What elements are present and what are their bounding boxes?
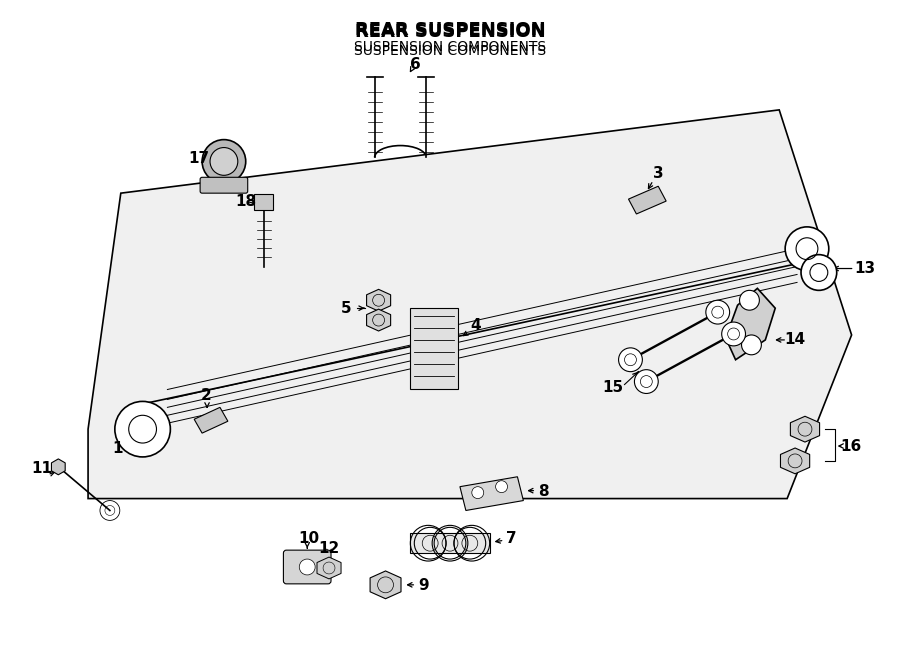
Polygon shape bbox=[366, 309, 391, 331]
Text: 3: 3 bbox=[652, 166, 663, 181]
Polygon shape bbox=[317, 557, 341, 579]
Polygon shape bbox=[410, 533, 490, 553]
Text: 14: 14 bbox=[785, 332, 806, 348]
Circle shape bbox=[742, 335, 761, 355]
Circle shape bbox=[618, 348, 643, 371]
Text: SUSPENSION COMPONENTS: SUSPENSION COMPONENTS bbox=[354, 44, 546, 58]
Text: 8: 8 bbox=[538, 484, 548, 499]
Circle shape bbox=[115, 401, 170, 457]
Text: 10: 10 bbox=[299, 531, 320, 546]
Circle shape bbox=[210, 147, 238, 175]
Text: 4: 4 bbox=[471, 317, 482, 332]
Circle shape bbox=[801, 254, 837, 290]
FancyBboxPatch shape bbox=[254, 194, 274, 210]
Text: 16: 16 bbox=[840, 438, 861, 453]
Text: 15: 15 bbox=[602, 380, 623, 395]
Polygon shape bbox=[628, 186, 666, 214]
Circle shape bbox=[300, 559, 315, 575]
Text: REAR SUSPENSION: REAR SUSPENSION bbox=[355, 20, 545, 38]
Polygon shape bbox=[366, 290, 391, 311]
Text: 12: 12 bbox=[319, 541, 339, 556]
Text: 5: 5 bbox=[340, 301, 351, 316]
FancyBboxPatch shape bbox=[200, 177, 248, 193]
Text: 18: 18 bbox=[235, 194, 256, 209]
Text: 9: 9 bbox=[418, 578, 428, 594]
Polygon shape bbox=[790, 416, 820, 442]
Circle shape bbox=[740, 290, 760, 310]
FancyBboxPatch shape bbox=[284, 550, 331, 584]
Polygon shape bbox=[460, 477, 524, 510]
Text: 13: 13 bbox=[854, 261, 875, 276]
Circle shape bbox=[634, 369, 658, 393]
Polygon shape bbox=[725, 288, 775, 360]
Text: 11: 11 bbox=[31, 461, 52, 477]
Circle shape bbox=[202, 139, 246, 183]
Polygon shape bbox=[51, 459, 65, 475]
Text: 7: 7 bbox=[506, 531, 517, 546]
Polygon shape bbox=[370, 571, 401, 599]
Text: 6: 6 bbox=[410, 57, 420, 72]
FancyBboxPatch shape bbox=[410, 308, 458, 389]
Text: 17: 17 bbox=[189, 151, 210, 166]
Polygon shape bbox=[194, 407, 228, 433]
Text: SUSPENSION COMPONENTS: SUSPENSION COMPONENTS bbox=[354, 40, 546, 54]
Text: REAR SUSPENSION: REAR SUSPENSION bbox=[355, 22, 545, 40]
Circle shape bbox=[785, 227, 829, 270]
Polygon shape bbox=[780, 448, 810, 474]
Text: 1: 1 bbox=[112, 442, 123, 457]
Circle shape bbox=[472, 486, 483, 498]
Circle shape bbox=[722, 322, 745, 346]
Circle shape bbox=[496, 481, 508, 492]
Polygon shape bbox=[88, 110, 851, 498]
Circle shape bbox=[706, 300, 730, 324]
Text: 2: 2 bbox=[201, 388, 212, 403]
